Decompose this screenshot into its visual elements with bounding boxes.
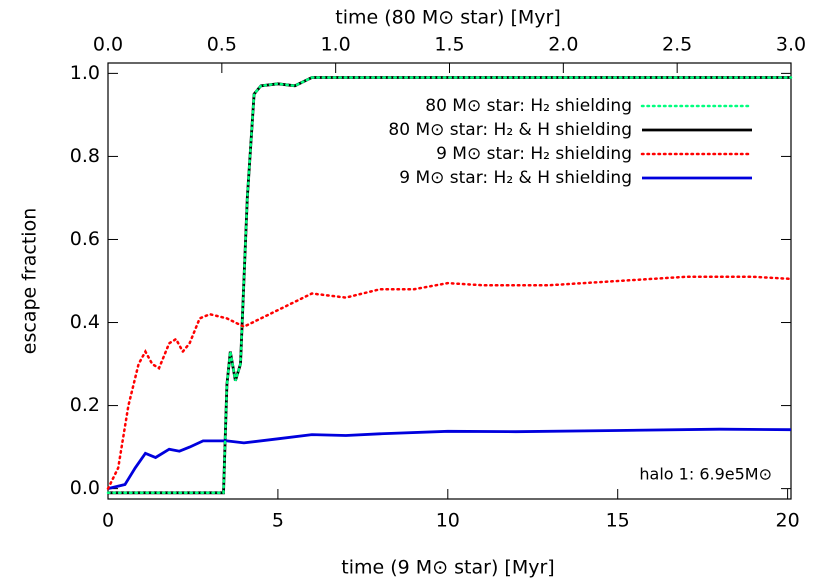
y-tick-label: 0.6 [70,228,100,250]
series-line [107,427,792,490]
y-axis-label: escape fraction [19,208,41,354]
top-tick-label: 2.5 [662,34,692,56]
y-tick-label: 0.0 [70,477,100,499]
top-tick-label: 0.0 [93,34,123,56]
legend-label: 9 M⊙ star: H₂ & H shielding [399,168,632,188]
y-tick-label: 0.2 [70,394,100,416]
x-tick-label: 10 [436,510,460,532]
legend-label: 9 M⊙ star: H₂ shielding [436,144,632,164]
x-axis-label: time (9 M⊙ star) [Myr] [341,557,554,579]
x-tick-label: 5 [272,510,284,532]
y-tick-label: 0.8 [70,145,100,167]
top-tick-label: 1.0 [321,34,351,56]
x-tick-label: 20 [776,510,800,532]
series-line [106,275,793,490]
top-tick-label: 0.5 [207,34,237,56]
legend-label: 80 M⊙ star: H₂ shielding [425,96,632,116]
x-tick-label: 15 [606,510,630,532]
series-line [106,76,793,495]
top-tick-label: 3.0 [776,34,806,56]
x-tick-label: 0 [102,510,114,532]
top-axis-label: time (80 M⊙ star) [Myr] [335,7,560,29]
annotation: halo 1: 6.9e5M⊙ [639,465,772,484]
top-tick-label: 2.0 [548,34,578,56]
y-tick-label: 0.4 [70,311,100,333]
top-tick-label: 1.5 [434,34,464,56]
y-tick-label: 1.0 [70,62,100,84]
legend-label: 80 M⊙ star: H₂ & H shielding [388,120,632,140]
